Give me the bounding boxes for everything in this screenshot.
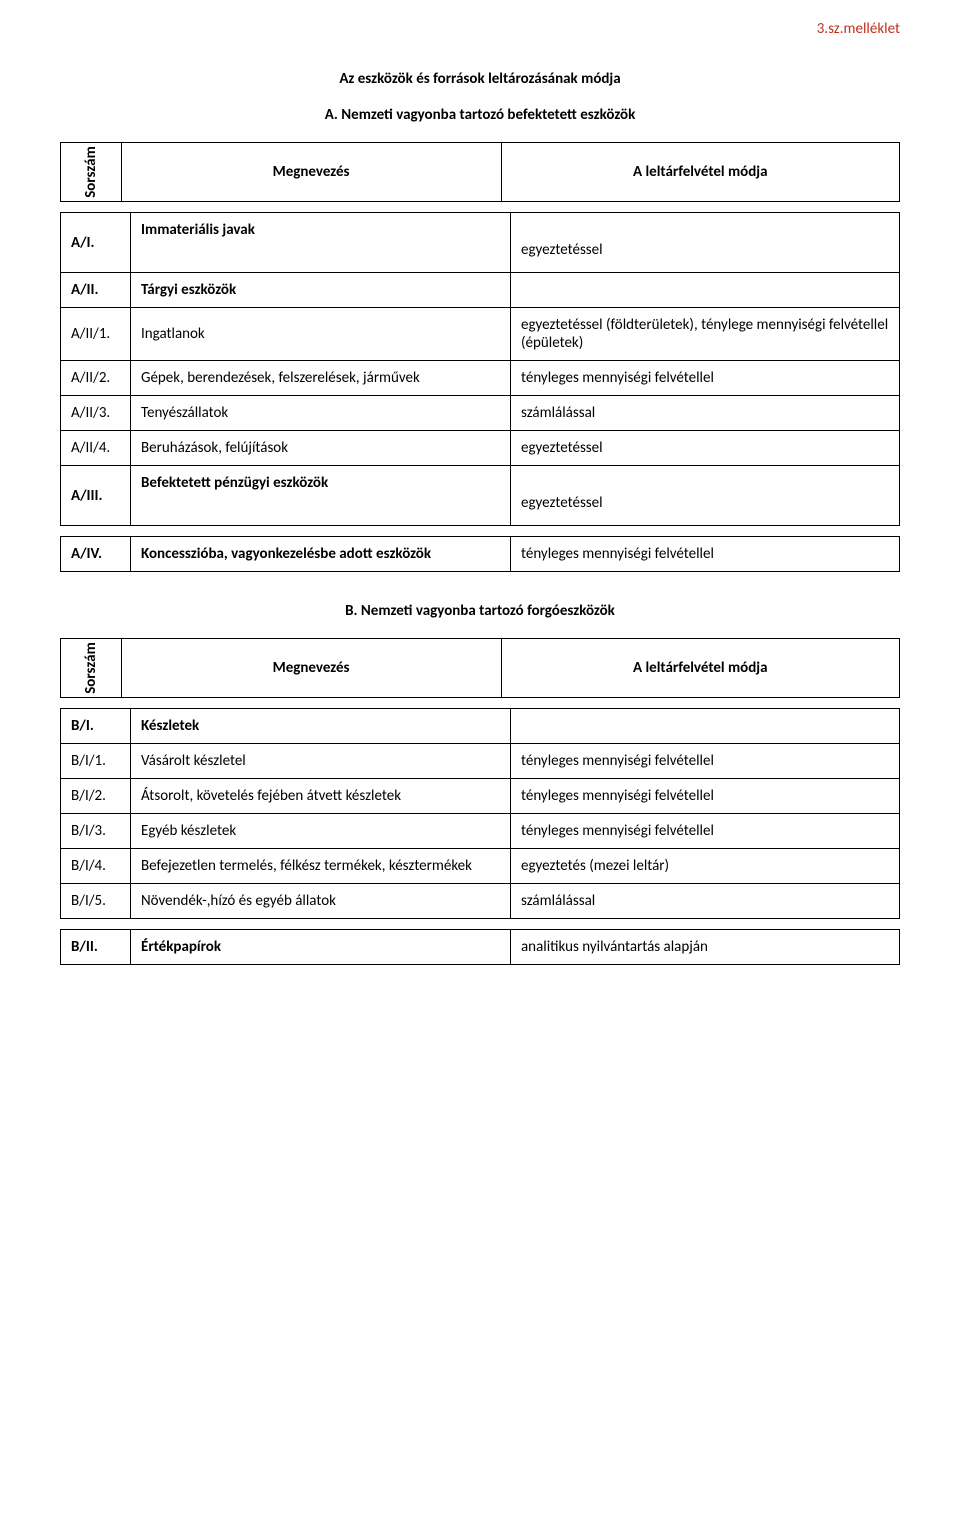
row-mode: tényleges mennyiségi felvétellel xyxy=(511,814,900,849)
row-name: Egyéb készletek xyxy=(131,814,511,849)
header-name: Megnevezés xyxy=(121,639,501,698)
header-name: Megnevezés xyxy=(121,143,501,202)
row-mode xyxy=(511,709,900,744)
section-a-header-table: Sorszám Megnevezés A leltárfelvétel módj… xyxy=(60,142,900,202)
row-mode: tényleges mennyiségi felvétellel xyxy=(511,537,900,572)
sorszam-label: Sorszám xyxy=(82,642,100,694)
row-id: A/II/4. xyxy=(61,431,131,466)
row-id: B/II. xyxy=(61,930,131,965)
table-row: B/I/5. Növendék-,hízó és egyéb állatok s… xyxy=(61,884,900,919)
row-mode: egyeztetéssel (földterületek), ténylege … xyxy=(511,308,900,361)
table-header-row: Sorszám Megnevezés A leltárfelvétel módj… xyxy=(61,639,900,698)
row-name: Vásárolt készletel xyxy=(131,744,511,779)
row-mode: számlálással xyxy=(511,396,900,431)
section-a-table-2: A/IV. Koncesszióba, vagyonkezelésbe adot… xyxy=(60,536,900,572)
section-b-table-2: B/II. Értékpapírok analitikus nyilvántar… xyxy=(60,929,900,965)
row-id: A/II/3. xyxy=(61,396,131,431)
table-row: B/I/3. Egyéb készletek tényleges mennyis… xyxy=(61,814,900,849)
row-mode: egyeztetés (mezei leltár) xyxy=(511,849,900,884)
row-mode: egyeztetéssel xyxy=(511,431,900,466)
row-name: Beruházások, felújítások xyxy=(131,431,511,466)
table-row: A/II/1. Ingatlanok egyeztetéssel (földte… xyxy=(61,308,900,361)
row-name: Immateriális javak xyxy=(131,213,511,273)
table-row: B/I/4. Befejezetlen termelés, félkész te… xyxy=(61,849,900,884)
table-row: A/II/4. Beruházások, felújítások egyezte… xyxy=(61,431,900,466)
section-a-table: A/I. Immateriális javak egyeztetéssel A/… xyxy=(60,212,900,526)
sorszam-label: Sorszám xyxy=(82,146,100,198)
table-row: A/II. Tárgyi eszközök xyxy=(61,273,900,308)
row-id: B/I/1. xyxy=(61,744,131,779)
row-name: Koncesszióba, vagyonkezelésbe adott eszk… xyxy=(131,537,511,572)
table-header-row: Sorszám Megnevezés A leltárfelvétel módj… xyxy=(61,143,900,202)
row-id: A/III. xyxy=(61,466,131,526)
row-name: Készletek xyxy=(131,709,511,744)
row-mode: egyeztetéssel xyxy=(511,466,900,526)
table-row: A/II/3. Tenyészállatok számlálással xyxy=(61,396,900,431)
row-name: Gépek, berendezések, felszerelések, járm… xyxy=(131,361,511,396)
table-row: B/II. Értékpapírok analitikus nyilvántar… xyxy=(61,930,900,965)
row-name: Tárgyi eszközök xyxy=(131,273,511,308)
row-id: B/I. xyxy=(61,709,131,744)
row-name: Növendék-,hízó és egyéb állatok xyxy=(131,884,511,919)
table-row: B/I/1. Vásárolt készletel tényleges menn… xyxy=(61,744,900,779)
header-mode: A leltárfelvétel módja xyxy=(501,143,899,202)
row-mode: egyeztetéssel xyxy=(511,213,900,273)
table-row: A/IV. Koncesszióba, vagyonkezelésbe adot… xyxy=(61,537,900,572)
table-row: A/II/2. Gépek, berendezések, felszerelés… xyxy=(61,361,900,396)
row-name: Befejezetlen termelés, félkész termékek,… xyxy=(131,849,511,884)
row-id: A/II/2. xyxy=(61,361,131,396)
row-mode: tényleges mennyiségi felvétellel xyxy=(511,361,900,396)
document-title: Az eszközök és források leltározásának m… xyxy=(60,70,900,88)
table-row: A/III. Befektetett pénzügyi eszközök egy… xyxy=(61,466,900,526)
row-mode: tényleges mennyiségi felvétellel xyxy=(511,744,900,779)
header-sorszam: Sorszám xyxy=(61,143,122,202)
row-mode xyxy=(511,273,900,308)
row-id: B/I/4. xyxy=(61,849,131,884)
row-name: Tenyészállatok xyxy=(131,396,511,431)
row-mode: analitikus nyilvántartás alapján xyxy=(511,930,900,965)
table-row: B/I. Készletek xyxy=(61,709,900,744)
row-id: A/I. xyxy=(61,213,131,273)
row-id: A/II. xyxy=(61,273,131,308)
document-page: 3.sz.melléklet Az eszközök és források l… xyxy=(0,0,960,1015)
table-row: B/I/2. Átsorolt, követelés fejében átvet… xyxy=(61,779,900,814)
row-name: Értékpapírok xyxy=(131,930,511,965)
section-b-table: B/I. Készletek B/I/1. Vásárolt készletel… xyxy=(60,708,900,919)
row-name: Ingatlanok xyxy=(131,308,511,361)
row-id: B/I/2. xyxy=(61,779,131,814)
section-b-header-table: Sorszám Megnevezés A leltárfelvétel módj… xyxy=(60,638,900,698)
row-name: Befektetett pénzügyi eszközök xyxy=(131,466,511,526)
row-id: A/IV. xyxy=(61,537,131,572)
section-a-title: A. Nemzeti vagyonba tartozó befektetett … xyxy=(60,106,900,124)
row-id: B/I/3. xyxy=(61,814,131,849)
section-b-title: B. Nemzeti vagyonba tartozó forgóeszközö… xyxy=(60,602,900,620)
row-mode: számlálással xyxy=(511,884,900,919)
row-name: Átsorolt, követelés fejében átvett készl… xyxy=(131,779,511,814)
header-sorszam: Sorszám xyxy=(61,639,122,698)
table-row: A/I. Immateriális javak egyeztetéssel xyxy=(61,213,900,273)
row-id: A/II/1. xyxy=(61,308,131,361)
row-id: B/I/5. xyxy=(61,884,131,919)
attachment-label: 3.sz.melléklet xyxy=(817,20,900,38)
row-mode: tényleges mennyiségi felvétellel xyxy=(511,779,900,814)
header-mode: A leltárfelvétel módja xyxy=(501,639,899,698)
